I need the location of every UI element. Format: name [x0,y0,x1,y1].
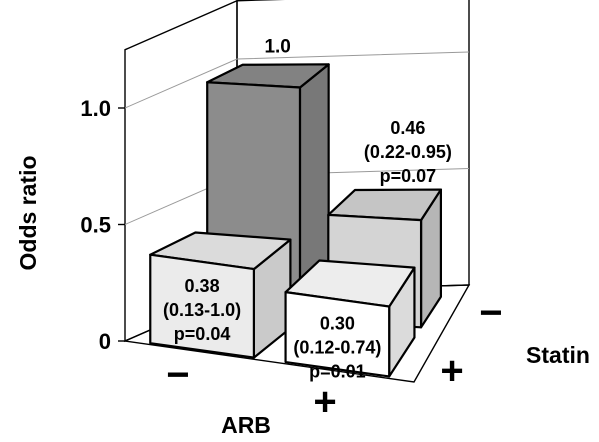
data-label: p=0.07 [380,166,437,186]
data-label: 0.30 [320,313,355,333]
gridline [124,51,470,109]
data-label: (0.22-0.95) [364,142,452,162]
y-tick-label: 1.0 [80,96,111,121]
bar-arbplus-statinplus [284,259,416,378]
z-category-label: + [440,349,463,393]
data-labels: 1.0 0.46 (0.22-0.95) p=0.07 0.38 (0.13-1.0) p=… [163,36,452,381]
y-tick-label: 0 [99,329,111,354]
data-label: (0.13-1.0) [163,300,241,320]
bar-front-face [149,253,255,359]
z-category-label: − [479,291,502,335]
y-tick-labels: 0 0.5 1.0 [80,96,125,354]
data-label: p=0.01 [309,361,366,381]
bars [149,63,443,378]
y-tick-label: 0.5 [80,213,111,238]
data-label: (0.12-0.74) [293,337,381,357]
y-axis-title: Odds ratio [15,155,41,270]
x-axis-title: ARB [221,412,271,438]
z-axis-title: Statin [526,342,590,368]
data-label: 1.0 [264,36,290,57]
x-category-label: − [166,353,189,397]
bar-front-face [284,291,391,378]
data-label: 0.38 [185,276,220,296]
x-category-label: + [313,380,336,424]
category-labels: −+−+ [166,291,502,424]
bar-arbminus-statinplus [149,231,292,359]
data-label: 0.46 [390,118,425,138]
data-label: p=0.04 [174,324,231,344]
